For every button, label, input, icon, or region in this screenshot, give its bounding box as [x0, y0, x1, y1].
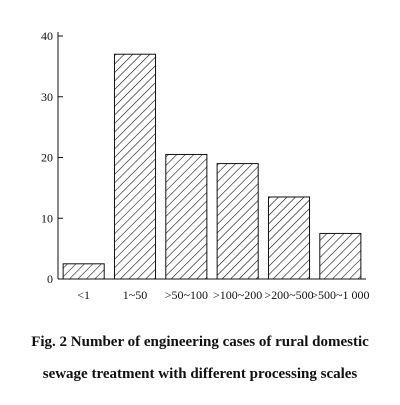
figure-caption-line-2: sewage treatment with different processi… — [42, 366, 358, 382]
axes — [57, 32, 366, 280]
y-tick-label: 30 — [41, 90, 53, 104]
figure-caption-line-1: Fig. 2 Number of engineering cases of ru… — [31, 334, 369, 350]
x-tick-label: >500~1 000 — [311, 288, 369, 302]
bar — [319, 232, 362, 280]
y-tick-label: 20 — [41, 151, 53, 165]
bars — [62, 53, 362, 280]
x-tick-label: >100~200 — [213, 288, 262, 302]
bar — [267, 196, 311, 280]
y-tick-label: 40 — [41, 29, 53, 43]
bar — [216, 163, 259, 280]
x-tick-label: >200~500 — [264, 288, 313, 302]
x-tick-label: >50~100 — [165, 288, 208, 302]
labels: 0 10 20 30 40 <1 1~50 >50~100 >100~200 >200~500>5… — [41, 29, 369, 302]
x-tick-label: 1~50 — [123, 288, 148, 302]
bar — [113, 53, 157, 280]
bar — [165, 153, 208, 280]
bar — [62, 263, 105, 280]
y-tick-label: 0 — [47, 272, 53, 286]
y-tick-label: 10 — [41, 211, 53, 225]
x-tick-label: <1 — [77, 288, 90, 302]
